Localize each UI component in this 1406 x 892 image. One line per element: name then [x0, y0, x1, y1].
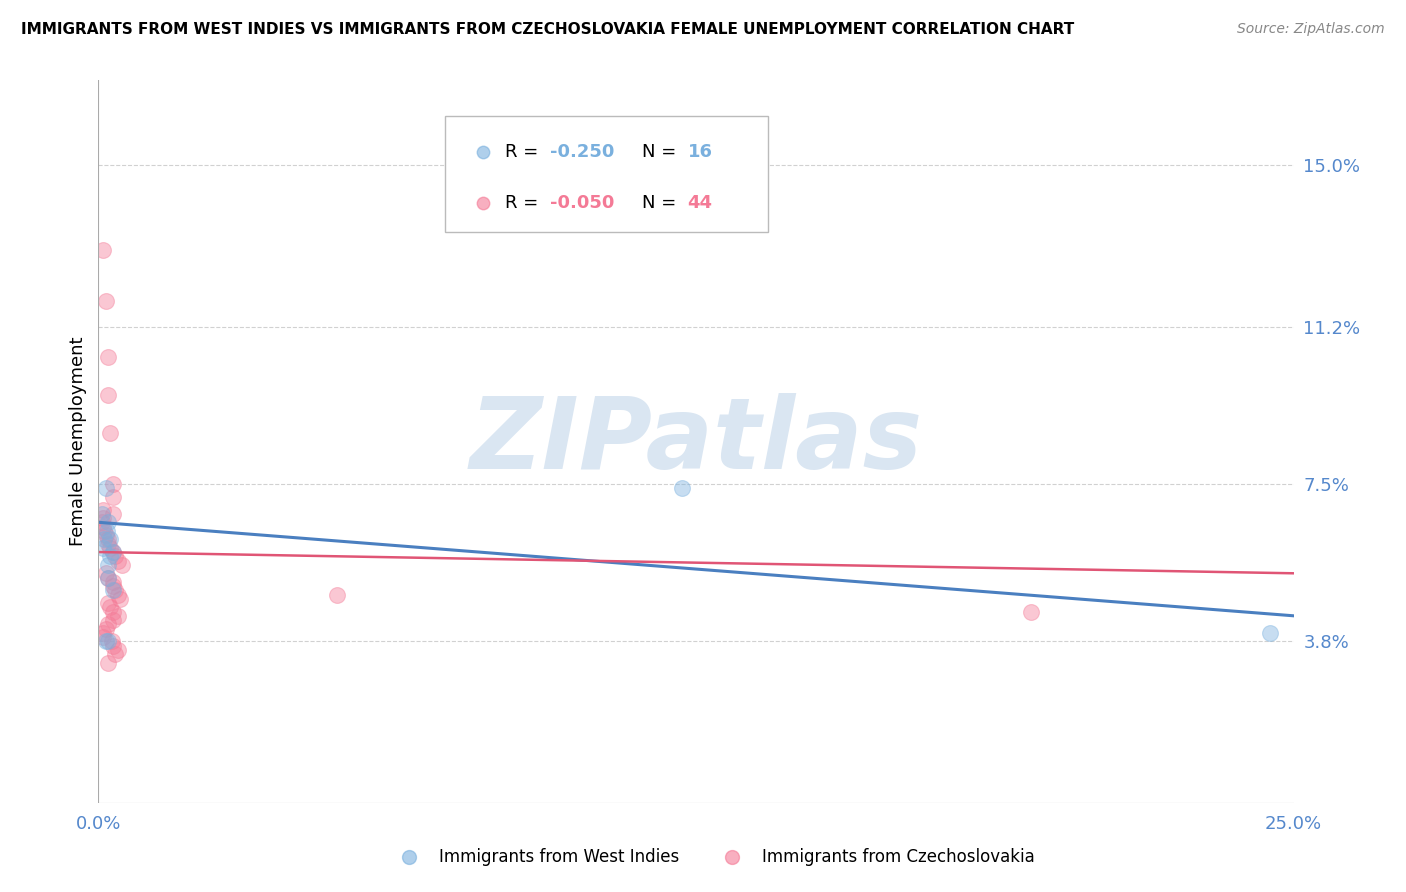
Point [98, 533, 122, 547]
Text: R =: R = [505, 194, 544, 211]
Point [97, 388, 120, 402]
Point [91, 630, 114, 644]
Point [326, 588, 349, 602]
Point [91, 516, 114, 530]
Point [98, 541, 122, 555]
Point [97, 516, 120, 530]
Text: 16: 16 [688, 143, 713, 161]
Point [111, 558, 134, 572]
Point [101, 605, 124, 619]
Point [97, 570, 120, 584]
Point [101, 613, 124, 627]
Point [98, 549, 122, 564]
Point [98, 600, 122, 615]
Point [91, 244, 114, 258]
Point [91, 511, 114, 525]
Text: IMMIGRANTS FROM WEST INDIES VS IMMIGRANTS FROM CZECHOSLOVAKIA FEMALE UNEMPLOYMEN: IMMIGRANTS FROM WEST INDIES VS IMMIGRANT… [21, 22, 1074, 37]
Y-axis label: Female Unemployment: Female Unemployment [69, 337, 87, 546]
Point [1258, 625, 1281, 640]
Point [94, 634, 117, 648]
Point [101, 579, 124, 593]
Point [104, 583, 127, 598]
Point [91, 625, 114, 640]
Point [101, 634, 124, 648]
Point [94, 528, 117, 542]
Point [97, 570, 120, 584]
Point [97, 558, 120, 572]
FancyBboxPatch shape [446, 116, 768, 232]
Point [97, 656, 120, 670]
Point [94, 481, 117, 495]
Point [91, 502, 114, 516]
Point [97, 596, 120, 610]
Text: -0.250: -0.250 [550, 143, 614, 161]
Point [101, 583, 124, 598]
Point [93, 533, 115, 547]
Text: N =: N = [643, 143, 682, 161]
Point [104, 549, 127, 564]
Point [101, 545, 124, 559]
Text: 44: 44 [688, 194, 713, 211]
Point [107, 642, 129, 657]
Point [97, 634, 120, 648]
Text: Source: ZipAtlas.com: Source: ZipAtlas.com [1237, 22, 1385, 37]
Point [93, 524, 115, 538]
Point [94, 294, 117, 309]
Point [91, 519, 114, 533]
Point [97, 533, 120, 547]
Point [101, 574, 124, 589]
Point [96, 524, 118, 538]
Point [1019, 605, 1042, 619]
Point [91, 541, 114, 555]
Point [94, 622, 117, 636]
Point [671, 481, 693, 495]
Point [108, 591, 131, 606]
Point [107, 588, 129, 602]
Point [101, 490, 124, 504]
Text: R =: R = [505, 143, 544, 161]
Text: Immigrants from Czechoslovakia: Immigrants from Czechoslovakia [762, 848, 1035, 866]
Point [91, 507, 114, 521]
Point [94, 566, 117, 581]
Point [101, 477, 124, 491]
Point [107, 608, 129, 623]
Point [97, 350, 120, 364]
Point [101, 639, 124, 653]
Point [101, 507, 124, 521]
Text: Immigrants from West Indies: Immigrants from West Indies [439, 848, 679, 866]
Point [104, 647, 127, 661]
Point [97, 536, 120, 550]
Text: -0.050: -0.050 [550, 194, 614, 211]
Point [101, 545, 124, 559]
Point [97, 617, 120, 632]
Text: N =: N = [643, 194, 682, 211]
Text: ZIPatlas: ZIPatlas [470, 393, 922, 490]
Point [107, 553, 129, 567]
Point [98, 425, 122, 440]
